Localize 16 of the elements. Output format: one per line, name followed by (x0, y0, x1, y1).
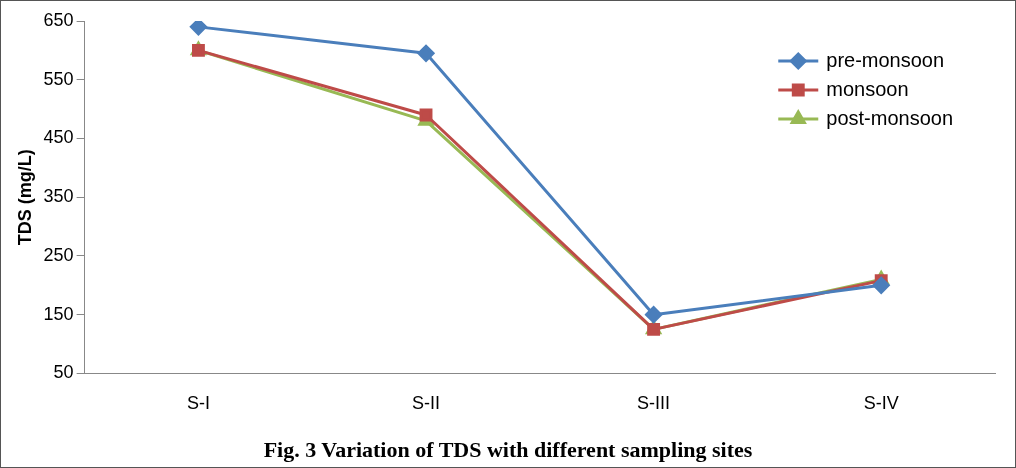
y-tick-label: 50 (53, 362, 74, 383)
text: Fig. 3 Variation of TDS with different sampling sites (262, 437, 754, 463)
legend-label: pre-monsoon (826, 48, 945, 71)
x-tick-label: S-III (637, 393, 671, 414)
y-tick-label: 150 (43, 303, 74, 324)
legend-label: monsoon (826, 77, 909, 100)
y-tick-label: 350 (43, 186, 74, 207)
y-tick-label: 650 (43, 9, 74, 30)
y-axis-title: TDS (mg/L) (14, 149, 35, 246)
legend-label: post-monsoon (826, 106, 954, 129)
y-tick-label: 550 (43, 68, 74, 89)
y-tick-label: 250 (43, 244, 74, 265)
x-tick-label: S-I (186, 393, 210, 414)
y-tick-label: 450 (43, 127, 74, 148)
x-tick-label: S-II (412, 393, 441, 414)
x-tick-label: S-IV (863, 393, 899, 414)
